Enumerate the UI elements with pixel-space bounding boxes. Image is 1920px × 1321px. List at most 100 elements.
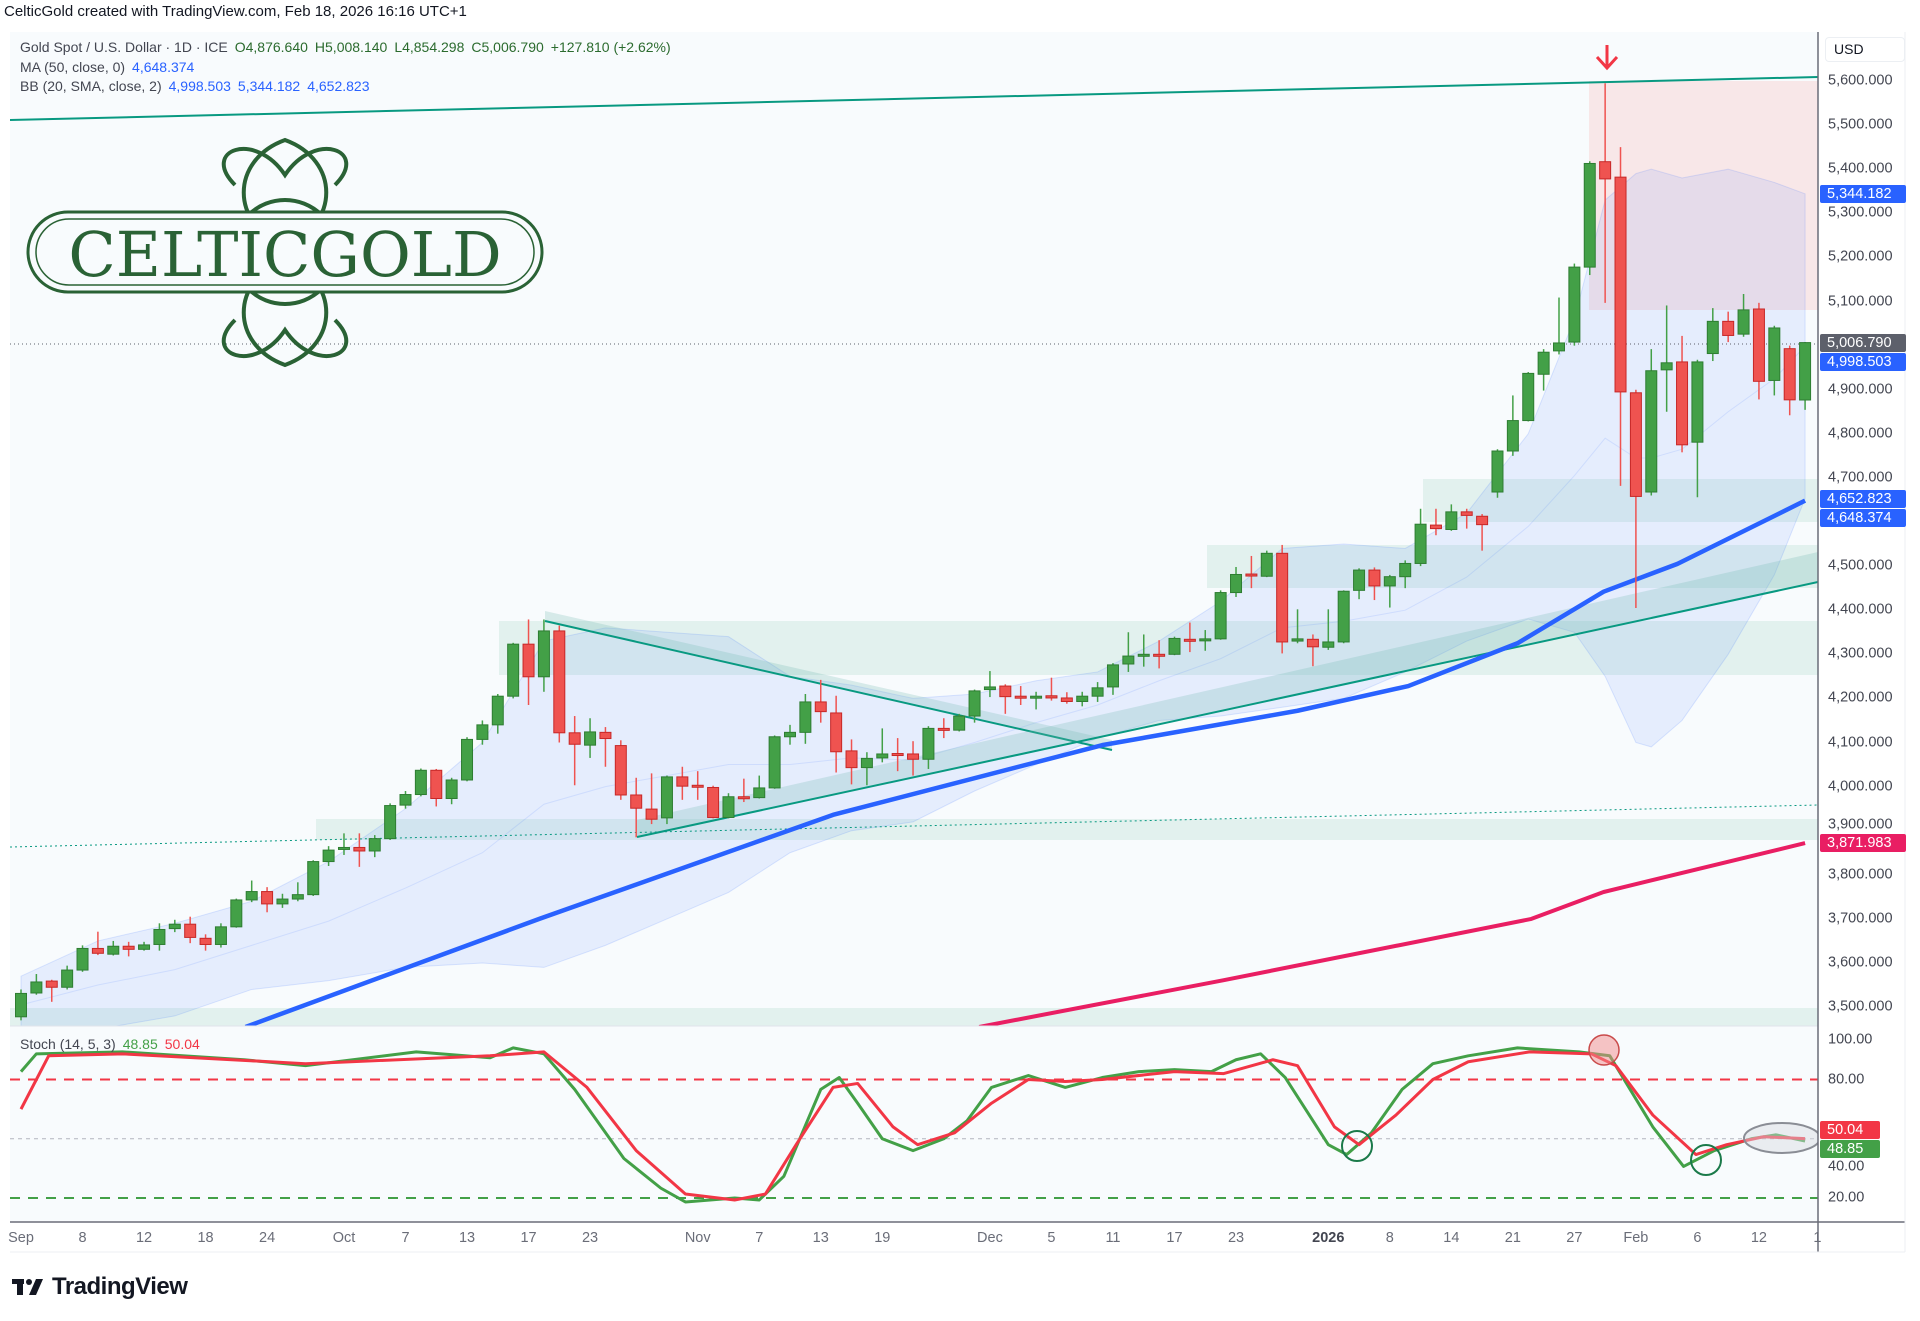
- candle[interactable]: [983, 671, 996, 698]
- candle[interactable]: [568, 716, 581, 786]
- candle[interactable]: [1168, 636, 1181, 656]
- candle[interactable]: [61, 965, 74, 990]
- candle[interactable]: [537, 619, 550, 692]
- candle[interactable]: [491, 693, 504, 734]
- candle[interactable]: [230, 898, 243, 928]
- candle[interactable]: [353, 833, 366, 867]
- candle[interactable]: [645, 773, 658, 825]
- candle[interactable]: [291, 882, 304, 902]
- candle[interactable]: [1368, 567, 1381, 601]
- candle[interactable]: [1506, 395, 1519, 456]
- candle[interactable]: [553, 625, 566, 743]
- candle[interactable]: [1199, 630, 1212, 651]
- candle[interactable]: [1353, 568, 1366, 600]
- ma50-line[interactable]: [244, 498, 1807, 1027]
- candle[interactable]: [584, 718, 597, 758]
- candle[interactable]: [1460, 508, 1473, 529]
- candle[interactable]: [199, 934, 212, 951]
- candle[interactable]: [1322, 609, 1335, 650]
- candle[interactable]: [1245, 555, 1258, 589]
- candle[interactable]: [999, 684, 1012, 714]
- candle[interactable]: [1260, 550, 1273, 578]
- candle[interactable]: [276, 893, 289, 908]
- ma200-line[interactable]: [978, 841, 1806, 1027]
- candle[interactable]: [445, 777, 458, 805]
- bb-label[interactable]: BB (20, SMA, close, 2): [20, 78, 162, 94]
- candle[interactable]: [522, 619, 535, 706]
- stoch-label[interactable]: Stoch (14, 5, 3): [20, 1036, 116, 1052]
- candle[interactable]: [891, 738, 904, 772]
- candle[interactable]: [614, 740, 627, 800]
- candle[interactable]: [860, 752, 873, 786]
- candle[interactable]: [1414, 508, 1427, 567]
- candle[interactable]: [368, 835, 381, 858]
- candle[interactable]: [245, 880, 258, 903]
- candle[interactable]: [261, 887, 274, 913]
- candle[interactable]: [15, 989, 27, 1021]
- price-pane[interactable]: CELTICGOLD: [10, 45, 1818, 1034]
- candle[interactable]: [753, 775, 766, 799]
- currency-label[interactable]: USD: [1825, 37, 1905, 62]
- candle[interactable]: [1122, 632, 1135, 672]
- candle[interactable]: [1491, 449, 1504, 498]
- candle[interactable]: [1629, 389, 1642, 608]
- candle[interactable]: [1076, 691, 1089, 707]
- upper-channel-trendline[interactable]: [10, 76, 1818, 121]
- candle[interactable]: [322, 846, 335, 866]
- candle[interactable]: [830, 695, 843, 773]
- candle[interactable]: [1106, 663, 1119, 695]
- candle[interactable]: [1045, 677, 1058, 701]
- candle[interactable]: [1599, 83, 1612, 303]
- candle[interactable]: [845, 739, 858, 785]
- candle[interactable]: [384, 803, 397, 840]
- candle[interactable]: [1660, 305, 1673, 412]
- candle[interactable]: [922, 726, 935, 769]
- candle[interactable]: [1691, 359, 1704, 498]
- stoch-d-line[interactable]: [19, 1050, 1806, 1202]
- candle[interactable]: [153, 923, 166, 951]
- candle[interactable]: [1522, 372, 1535, 422]
- candle[interactable]: [430, 768, 443, 807]
- candle[interactable]: [1306, 634, 1319, 667]
- candle[interactable]: [1737, 294, 1750, 337]
- candle[interactable]: [707, 785, 720, 819]
- candle[interactable]: [1399, 560, 1412, 589]
- candle[interactable]: [1583, 161, 1596, 276]
- candle[interactable]: [1276, 544, 1289, 654]
- candle[interactable]: [968, 689, 981, 723]
- candle[interactable]: [1091, 682, 1104, 702]
- candle[interactable]: [214, 923, 227, 948]
- candle[interactable]: [1476, 514, 1489, 551]
- candle[interactable]: [461, 737, 474, 782]
- tradingview-logo[interactable]: TradingView: [12, 1273, 188, 1301]
- uptrend-support-line[interactable]: [636, 581, 1818, 838]
- candle[interactable]: [660, 775, 673, 825]
- symbol-legend-row[interactable]: Gold Spot / U.S. Dollar · 1D · ICE O4,876…: [20, 38, 678, 58]
- candle[interactable]: [1383, 574, 1396, 608]
- candle[interactable]: [337, 833, 350, 855]
- candle[interactable]: [1183, 622, 1196, 653]
- candle[interactable]: [1568, 263, 1581, 346]
- candle[interactable]: [30, 974, 43, 995]
- candle[interactable]: [184, 916, 197, 944]
- candle[interactable]: [737, 778, 750, 803]
- candle[interactable]: [1706, 308, 1719, 362]
- candle[interactable]: [1645, 349, 1658, 496]
- candle[interactable]: [907, 741, 920, 776]
- candle[interactable]: [414, 768, 427, 797]
- candle[interactable]: [722, 793, 735, 819]
- candle[interactable]: [122, 941, 135, 957]
- candle[interactable]: [768, 735, 781, 789]
- candle[interactable]: [599, 727, 612, 767]
- candle[interactable]: [168, 919, 181, 933]
- candle[interactable]: [676, 766, 689, 800]
- candle[interactable]: [1614, 147, 1627, 486]
- candle[interactable]: [1137, 634, 1150, 667]
- symbol-name[interactable]: Gold Spot / U.S. Dollar · 1D · ICE: [20, 39, 228, 55]
- candle[interactable]: [784, 724, 796, 745]
- candle[interactable]: [476, 720, 489, 745]
- stoch-pane[interactable]: [10, 1034, 1820, 1204]
- candle[interactable]: [1553, 297, 1565, 355]
- candle[interactable]: [953, 713, 966, 732]
